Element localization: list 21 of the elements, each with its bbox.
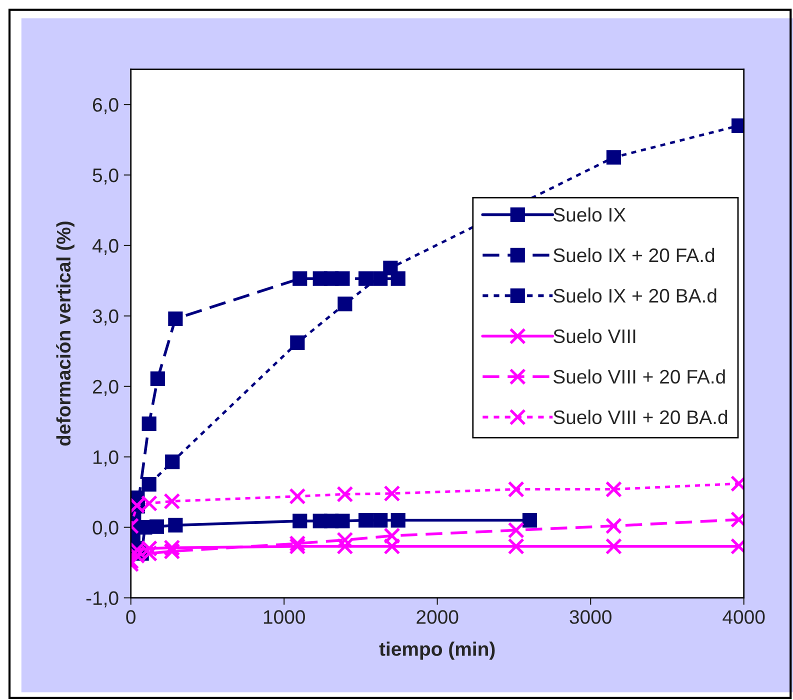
legend-label: Suelo VIII + 20 BA.d xyxy=(554,410,728,424)
x-axis-title: tiempo (min) xyxy=(379,642,495,660)
legend-label: Suelo VIII xyxy=(554,328,636,344)
y-tick-label: 2,0 xyxy=(92,380,118,396)
legend-label: Suelo IX xyxy=(554,207,626,222)
y-tick-label: 0,0 xyxy=(92,520,118,537)
legend-label: Suelo VIII + 20 FA.d xyxy=(554,369,725,384)
legend-label: Suelo IX + 20 FA.d xyxy=(554,248,714,262)
y-tick-label: 3,0 xyxy=(92,309,118,326)
y-tick-label: 4,0 xyxy=(92,238,118,255)
y-axis-title: deformación vertical (%) xyxy=(56,222,74,446)
x-tick-label: 4000 xyxy=(722,610,765,624)
y-tick-label: 6,0 xyxy=(93,98,118,114)
legend-label: Suelo IX + 20 BA.d xyxy=(554,288,716,303)
x-tick-label: 0 xyxy=(126,610,136,624)
y-tick-label: 1,0 xyxy=(93,450,118,466)
x-tick-label: 1000 xyxy=(264,610,305,624)
x-tick-label: 3000 xyxy=(570,610,612,624)
x-tick-label: 2000 xyxy=(416,610,458,624)
y-tick-label: 5,0 xyxy=(92,168,118,185)
y-tick-label: -1,0 xyxy=(86,591,118,608)
